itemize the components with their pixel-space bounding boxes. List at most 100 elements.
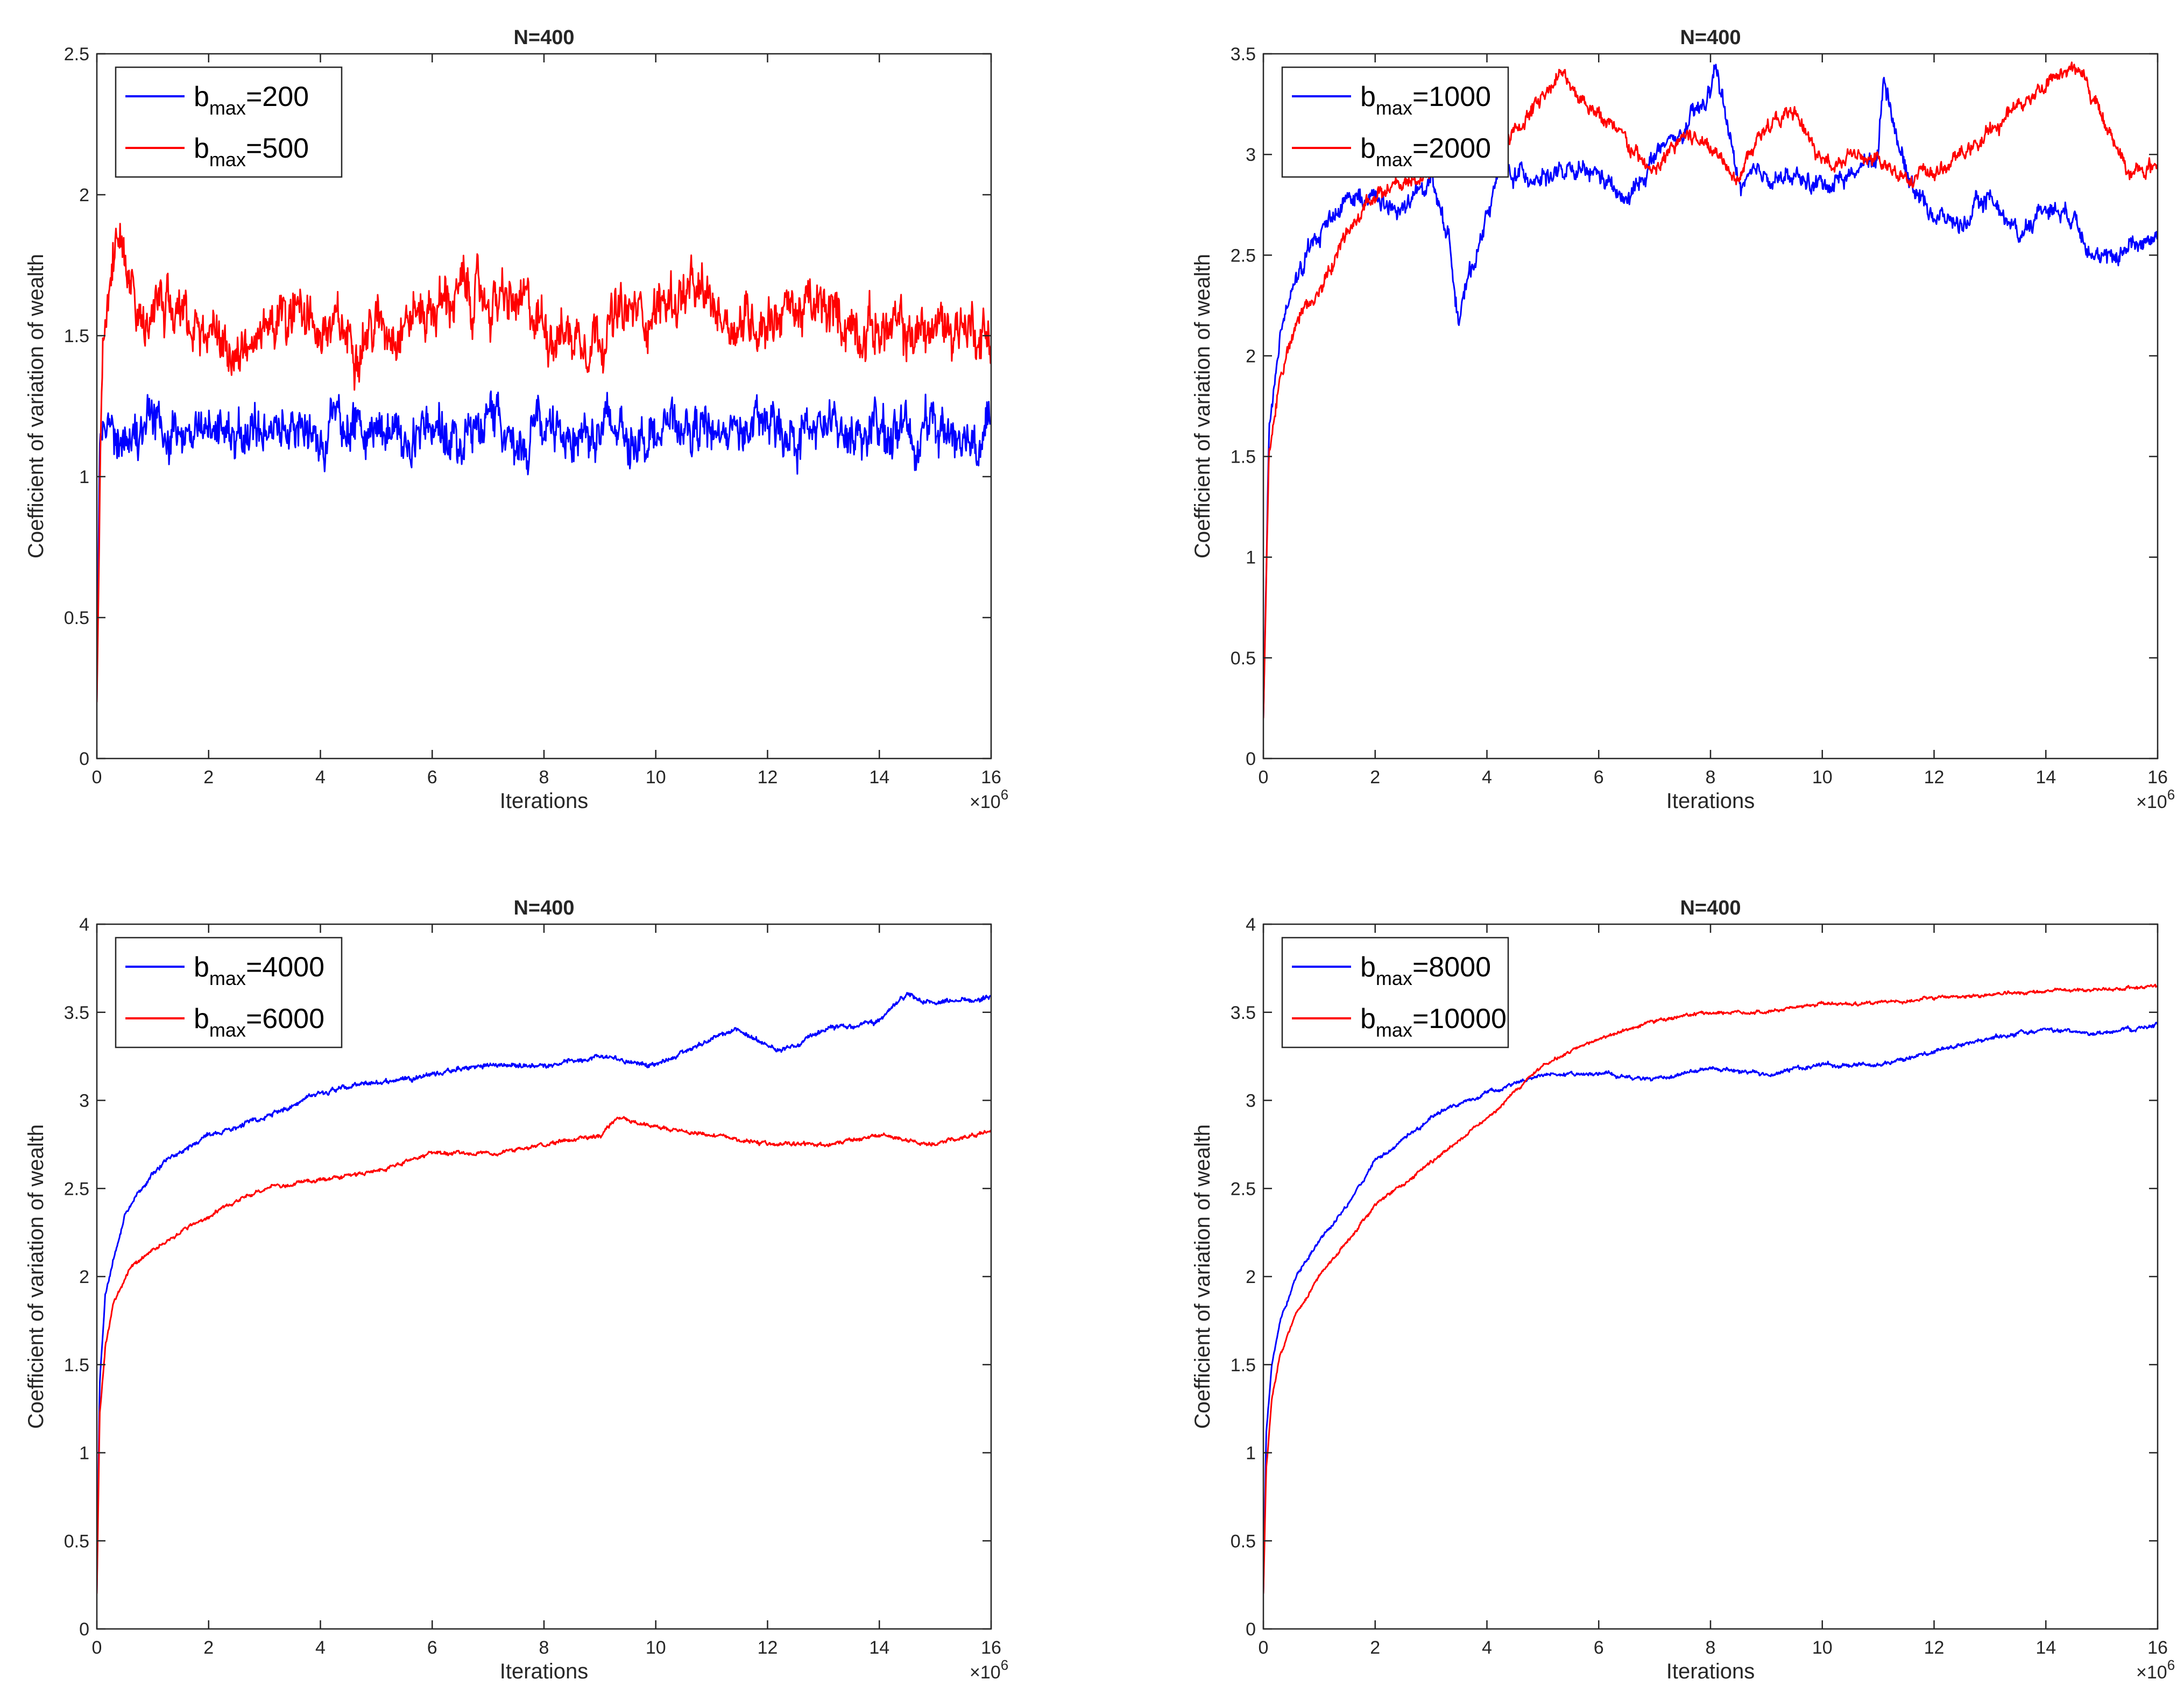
y-tick-label: 2 xyxy=(79,1267,89,1287)
legend-entry: bmax=4000 xyxy=(194,952,324,989)
x-tick-label: 8 xyxy=(539,767,549,788)
series-line-2 xyxy=(97,223,991,703)
x-tick-label: 4 xyxy=(315,767,326,788)
legend-prefix: b xyxy=(194,81,209,112)
x-axis-label: Iterations xyxy=(1666,1660,1755,1683)
x-tick-label: 12 xyxy=(758,1638,778,1658)
y-tick-label: 1.5 xyxy=(1231,447,1256,467)
y-tick-label: 0.5 xyxy=(64,608,89,628)
x-axis-label: Iterations xyxy=(500,789,589,813)
x-exponent-label: ×106 xyxy=(970,786,1008,812)
series-line-2 xyxy=(1263,61,2158,719)
x-tick-label: 2 xyxy=(1370,767,1380,788)
series-line-2 xyxy=(1263,983,2158,1594)
y-tick-label: 4 xyxy=(1246,915,1256,935)
x-tick-label: 14 xyxy=(869,1638,889,1658)
chart-panel-4: 0 2 4 6 8 10 12 14 16 0 0.5 1 1.5 2 2.5 3 3.5 4 N=400 Itera… xyxy=(1191,897,2175,1683)
x-axis-label: Iterations xyxy=(1666,789,1755,813)
x-tick-label: 10 xyxy=(1812,767,1833,788)
x-exponent-label: ×106 xyxy=(2136,786,2175,812)
y-tick-label: 3.5 xyxy=(1231,44,1256,65)
legend-entry: bmax=10000 xyxy=(1360,1003,1507,1041)
y-axis-label: Coefficient of variation of wealth xyxy=(24,1124,48,1429)
chart-panel-2: 0 2 4 6 8 10 12 14 16 0 0.5 1 1.5 2 2.5 3 3.5 N=400 Iterat… xyxy=(1191,26,2175,813)
y-tick-label: 0 xyxy=(1246,749,1256,769)
y-tick-label: 2 xyxy=(1246,1267,1256,1287)
x-tick-label: 8 xyxy=(1706,1638,1716,1658)
series-line-1 xyxy=(1263,63,2158,719)
chart-panel-3: 0 2 4 6 8 10 12 14 16 0 0.5 1 1.5 2 2.5 3 3.5 4 N=400 Itera… xyxy=(24,897,1008,1683)
y-tick-label: 0 xyxy=(79,1619,89,1640)
legend-suffix: =2000 xyxy=(1412,133,1491,164)
x-tick-label: 8 xyxy=(1706,767,1716,788)
legend-prefix: b xyxy=(1360,952,1376,983)
y-tick-label: 3.5 xyxy=(1231,1003,1256,1023)
y-tick-label: 3 xyxy=(1246,1091,1256,1111)
legend-suffix: =8000 xyxy=(1412,952,1491,983)
x-exponent-base: ×10 xyxy=(2136,1662,2167,1683)
x-exponent-base: ×10 xyxy=(970,1662,1001,1683)
legend-subscript: max xyxy=(1376,97,1412,119)
y-tick-label: 3 xyxy=(79,1091,89,1111)
y-tick-label: 1.5 xyxy=(1231,1355,1256,1376)
x-tick-label: 16 xyxy=(981,1638,1001,1658)
legend-entry: bmax=2000 xyxy=(1360,133,1491,171)
legend-suffix: =1000 xyxy=(1412,81,1491,112)
y-axis-label: Coefficient of variation of wealth xyxy=(1191,254,1214,558)
legend-entry: bmax=500 xyxy=(194,133,309,171)
legend-subscript: max xyxy=(209,97,246,119)
legend-prefix: b xyxy=(194,133,209,164)
x-tick-label: 14 xyxy=(2035,767,2056,788)
legend-box xyxy=(1281,66,1509,178)
x-tick-label: 16 xyxy=(981,767,1001,788)
x-tick-label: 10 xyxy=(1812,1638,1833,1658)
legend-box xyxy=(115,937,343,1048)
y-tick-label: 1.5 xyxy=(64,326,89,346)
x-exponent-base: ×10 xyxy=(2136,792,2167,812)
x-tick-label: 4 xyxy=(1482,1638,1492,1658)
series-line-2 xyxy=(97,1116,991,1594)
y-axis-label: Coefficient of variation of wealth xyxy=(24,254,48,558)
y-tick-label: 1 xyxy=(79,467,89,487)
legend-suffix: =500 xyxy=(246,133,309,164)
x-tick-label: 6 xyxy=(427,767,437,788)
legend-entry: bmax=1000 xyxy=(1360,81,1491,119)
y-tick-label: 3 xyxy=(1246,145,1256,165)
legend-prefix: b xyxy=(194,952,209,983)
legend-suffix: =10000 xyxy=(1412,1003,1507,1034)
legend-suffix: =200 xyxy=(246,81,309,112)
y-tick-label: 2 xyxy=(79,185,89,205)
x-tick-label: 0 xyxy=(1259,1638,1269,1658)
x-tick-label: 6 xyxy=(427,1638,437,1658)
legend-entry: bmax=6000 xyxy=(194,1003,324,1041)
chart-title: N=400 xyxy=(513,897,574,919)
x-tick-label: 8 xyxy=(539,1638,549,1658)
x-tick-label: 16 xyxy=(2147,1638,2168,1658)
series-line-1 xyxy=(1263,1022,2158,1594)
x-tick-label: 4 xyxy=(315,1638,326,1658)
y-tick-label: 1 xyxy=(1246,548,1256,568)
y-tick-label: 0 xyxy=(79,749,89,769)
x-tick-label: 0 xyxy=(92,767,102,788)
x-tick-label: 10 xyxy=(646,1638,666,1658)
legend-box xyxy=(115,66,343,178)
x-tick-label: 14 xyxy=(2035,1638,2056,1658)
x-exponent-label: ×106 xyxy=(2136,1657,2175,1683)
y-tick-label: 0.5 xyxy=(64,1531,89,1551)
legend-suffix: =6000 xyxy=(246,1003,324,1034)
y-tick-label: 0.5 xyxy=(1231,1531,1256,1551)
legend-subscript: max xyxy=(209,148,246,171)
legend-subscript: max xyxy=(1376,148,1412,171)
legend-subscript: max xyxy=(209,967,246,989)
x-exponent-base: ×10 xyxy=(970,792,1001,812)
x-exponent-power: 6 xyxy=(1001,1657,1008,1673)
x-tick-label: 4 xyxy=(1482,767,1492,788)
x-axis-label: Iterations xyxy=(500,1660,589,1683)
legend-prefix: b xyxy=(1360,1003,1376,1034)
chart-title: N=400 xyxy=(1680,897,1741,919)
series-line-1 xyxy=(97,991,991,1594)
y-axis-label: Coefficient of variation of wealth xyxy=(1191,1124,1214,1429)
legend-subscript: max xyxy=(209,1019,246,1041)
y-tick-label: 2.5 xyxy=(64,44,89,65)
